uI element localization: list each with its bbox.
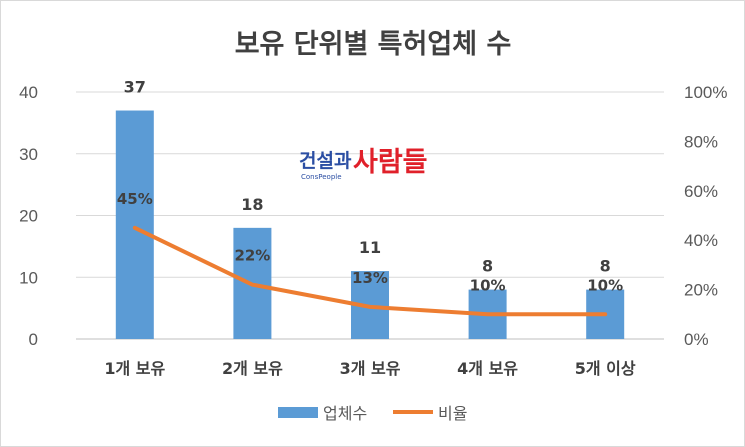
x-category-label: 5개 이상 [575,359,636,378]
bar-value-label: 8 [600,257,611,276]
y-right-tick-label: 0% [684,330,709,349]
y-left-tick-label: 40 [19,83,38,102]
y-left-tick-label: 0 [29,330,38,349]
bar-value-label: 37 [124,78,146,97]
y-right-tick-label: 60% [684,182,718,201]
legend-swatch-bar [278,407,318,418]
axis-labels: 0 10 20 30 40 0% 20% 40% 60% 80% 100% 1개 보유 2개 보유 3개 … [19,83,727,378]
bar-series [115,110,625,340]
watermark-text-1: 건설과 [299,150,352,172]
bar-value-label: 8 [482,257,493,276]
line-value-label: 13% [352,269,388,287]
x-category-label: 2개 보유 [222,359,283,378]
x-category-label: 4개 보유 [457,359,518,378]
x-category-label: 3개 보유 [340,359,401,378]
watermark-text-2: 사람들 [353,147,428,178]
chart-title: 보유 단위별 특허업체 수 [235,29,512,60]
y-right-tick-label: 100% [684,83,727,102]
line-series [132,225,608,317]
y-left-tick-label: 20 [19,207,38,226]
y-right-tick-label: 80% [684,132,718,151]
data-labels: 37 18 11 8 8 45% 22% 13% 10% 10% [117,78,623,295]
watermark-sub: ConsPeople [301,173,342,181]
line-value-label: 22% [234,247,270,265]
ratio-line [132,225,608,317]
watermark-logo: 건설과 사람들 ConsPeople [299,147,428,181]
bar-value-label: 18 [241,195,263,214]
line-value-label: 45% [117,190,153,208]
gridlines [76,91,664,340]
line-value-label: 10% [587,276,623,294]
y-left-tick-label: 30 [19,145,38,164]
legend-label-bar: 업체수 [323,404,367,423]
legend: 업체수 비율 [278,404,467,423]
x-category-label: 1개 보유 [104,359,165,378]
y-right-tick-label: 40% [684,231,718,250]
bar-value-label: 11 [359,238,381,257]
y-right-tick-label: 20% [684,281,718,300]
bar [115,110,154,340]
line-value-label: 10% [470,276,506,294]
y-left-tick-label: 10 [19,268,38,287]
legend-label-line: 비율 [438,404,467,423]
